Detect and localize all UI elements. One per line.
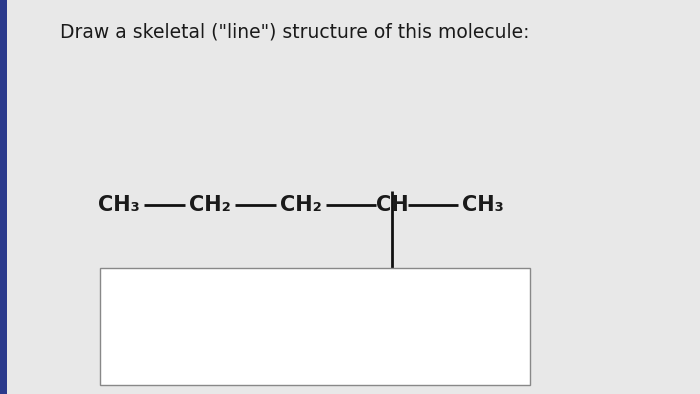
Text: CH₂: CH₂ — [280, 195, 322, 215]
Text: CH₂: CH₂ — [371, 274, 413, 294]
Text: CH: CH — [376, 195, 408, 215]
Text: Draw a skeletal ("line") structure of this molecule:: Draw a skeletal ("line") structure of th… — [60, 22, 529, 41]
Text: CH₃: CH₃ — [98, 195, 140, 215]
Text: CH₂: CH₂ — [189, 195, 231, 215]
Bar — [0, 0, 7, 394]
Text: CH₃: CH₃ — [462, 195, 504, 215]
Bar — [100, 268, 530, 385]
Text: HO: HO — [290, 274, 326, 294]
